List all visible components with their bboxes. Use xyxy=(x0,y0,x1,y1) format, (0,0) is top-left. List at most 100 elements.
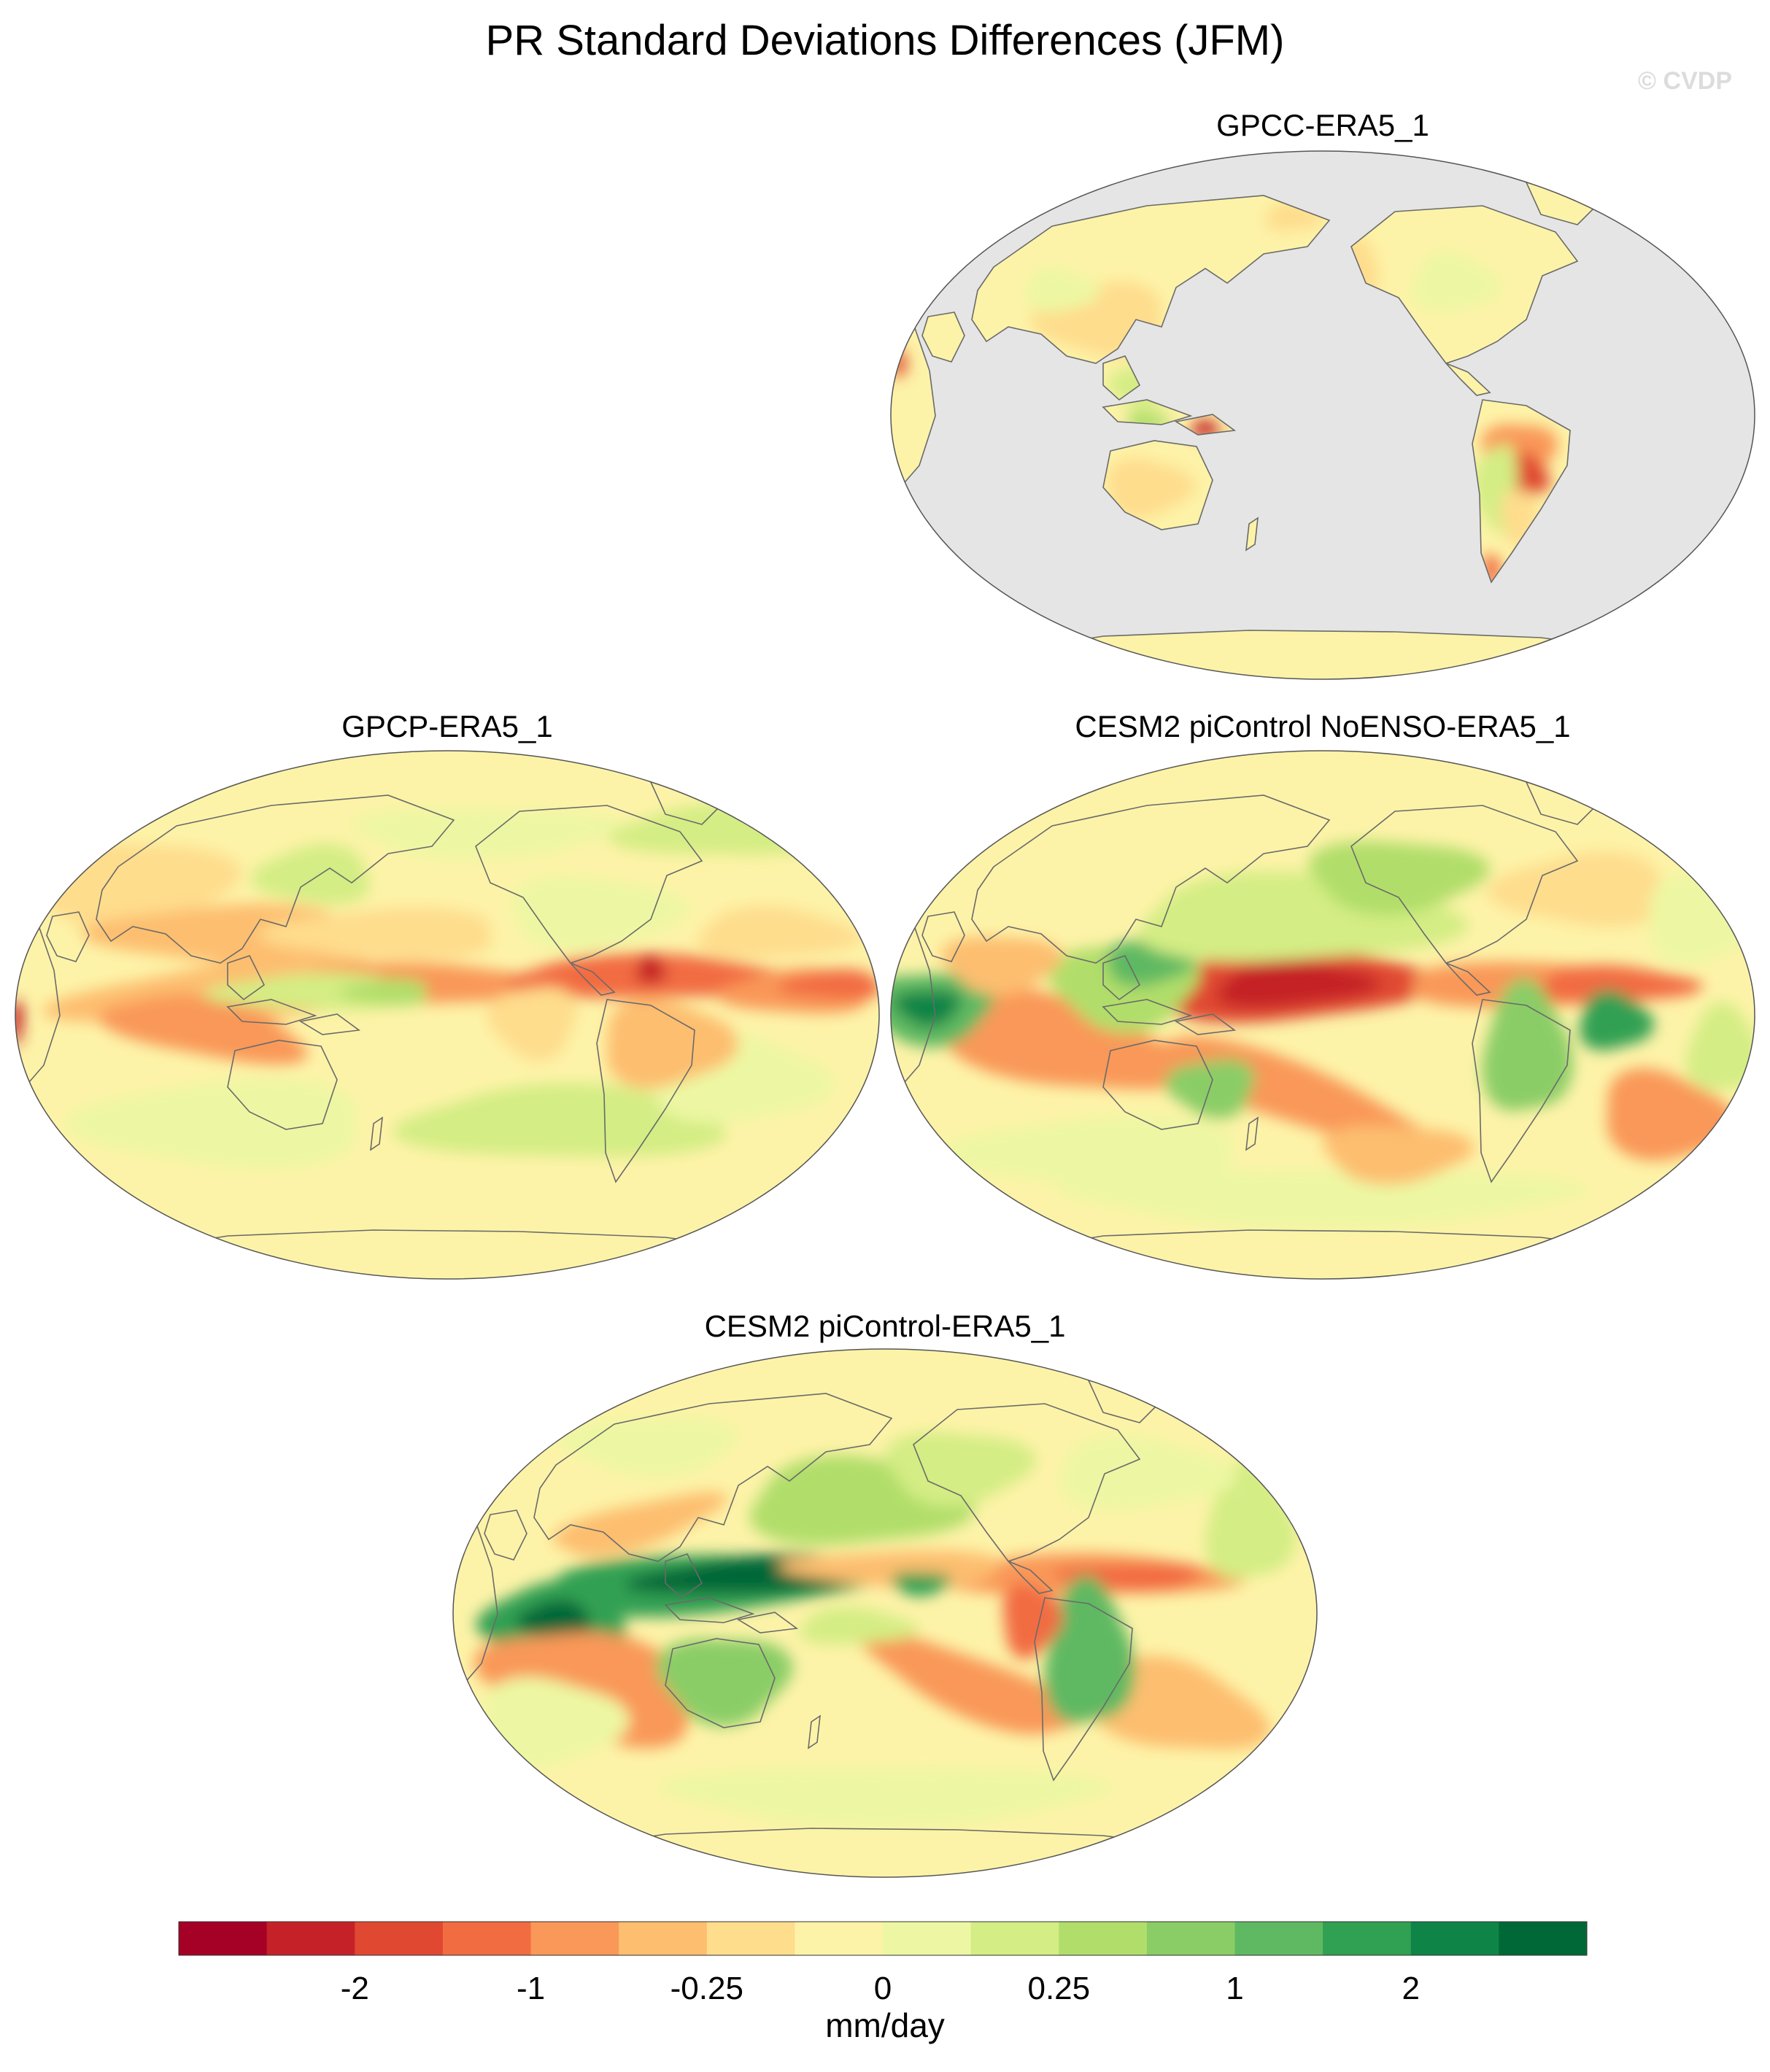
coastline-indonesia xyxy=(1102,999,1193,1025)
panel-title: CESM2 piControl NoENSO-ERA5_1 xyxy=(1075,709,1571,743)
coastlines xyxy=(15,776,798,1279)
coastline-antarctica xyxy=(986,630,1674,679)
colorbar-box xyxy=(266,1922,355,1955)
coastline-arabia xyxy=(46,911,90,962)
robinson-map xyxy=(452,1348,1318,1878)
colorbar-tick-label: -2 xyxy=(341,1971,369,2006)
anomaly-contour xyxy=(552,1492,728,1557)
colorbar-box xyxy=(795,1922,884,1955)
anomaly-contour xyxy=(1482,977,1574,1111)
coastline-australia xyxy=(1102,440,1213,530)
coastline-africa xyxy=(891,311,936,489)
anomaly-contour xyxy=(885,1432,1037,1507)
coastline-seAsia xyxy=(665,1553,703,1599)
coastline-arabia xyxy=(921,911,965,962)
colorbar-boxes xyxy=(178,1921,1588,1956)
anomaly-contour xyxy=(1002,1583,1063,1660)
colorbar-units-label: mm/day xyxy=(825,2006,945,2044)
coastline-eurasia xyxy=(533,1393,893,1562)
anomaly-contour xyxy=(892,990,962,1027)
colorbar-box xyxy=(530,1922,619,1955)
coastline-australia xyxy=(227,1040,338,1130)
coastline-indonesia xyxy=(226,999,317,1025)
coastline-antarctica xyxy=(986,1229,1674,1279)
coastline-nz xyxy=(808,1715,821,1750)
coastline-eurasia xyxy=(971,795,1331,964)
panel-title: GPCP-ERA5_1 xyxy=(341,709,553,743)
panel-title: CESM2 piControl-ERA5_1 xyxy=(704,1309,1066,1343)
coastline-eurasia xyxy=(96,795,455,964)
colorbar-box xyxy=(355,1922,444,1955)
robinson-map xyxy=(15,750,880,1280)
colorbar-box xyxy=(1146,1922,1235,1955)
anomaly-contour xyxy=(1650,873,1755,965)
anomaly-contour xyxy=(483,1677,630,1768)
map-panel-cesm2-picontrol-noenso-era5: CESM2 piControl NoENSO-ERA5_1 xyxy=(884,700,1761,1284)
colorbar-box xyxy=(1234,1922,1323,1955)
coastline-arabia xyxy=(484,1509,527,1561)
coastline-eurasia xyxy=(971,195,1331,364)
colorbar-box xyxy=(619,1922,708,1955)
anomaly-contour xyxy=(777,969,879,1000)
panel-title: GPCC-ERA5_1 xyxy=(1216,108,1429,142)
coastline-nz xyxy=(370,1116,383,1151)
coastline-australia xyxy=(665,1638,776,1728)
colorbar-box xyxy=(970,1922,1059,1955)
coastline-namerica xyxy=(475,805,703,964)
anomaly-contour xyxy=(697,905,862,959)
anomaly-contour xyxy=(64,1078,357,1170)
map-border xyxy=(452,1348,1318,1878)
anomaly-contour xyxy=(607,997,739,1089)
colorbar-tick-label: 2 xyxy=(1402,1971,1420,2006)
anomaly-contour xyxy=(1412,251,1502,312)
colorbar-box xyxy=(883,1922,972,1955)
anomaly-contour xyxy=(1607,1067,1737,1161)
anomaly-contour xyxy=(511,875,689,952)
anomaly-contour xyxy=(1216,961,1381,1008)
figure-title: PR Standard Deviations Differences (JFM) xyxy=(485,17,1285,64)
anomaly-contour xyxy=(655,1768,1115,1828)
coastline-seAsia xyxy=(227,955,266,1001)
coastline-nz xyxy=(1245,517,1259,552)
anomaly-contour xyxy=(1107,457,1196,519)
anomaly-contour xyxy=(486,987,578,1062)
coastline-australia xyxy=(1102,1040,1213,1130)
map-field xyxy=(15,751,879,1279)
colorbar-box xyxy=(1323,1922,1412,1955)
anomaly-contour xyxy=(391,1083,727,1157)
coastline-africa xyxy=(891,911,936,1089)
anomaly-contour xyxy=(1044,1574,1136,1723)
coastline-newGuinea xyxy=(1174,1013,1237,1035)
coastline-samerica xyxy=(1472,999,1571,1183)
colorbar-box xyxy=(1499,1922,1588,1955)
anomaly-contour xyxy=(857,1628,1083,1735)
anomaly-contour xyxy=(940,1114,1232,1191)
map-field xyxy=(891,151,1755,679)
anomaly-contour xyxy=(944,987,1195,1090)
coastline-seAsia xyxy=(1102,355,1141,401)
colorbar: -2 -1 -0.25 0 0.25 1 2 mm/day xyxy=(178,1921,1588,2044)
robinson-map xyxy=(890,150,1755,680)
coastline-seAsia xyxy=(1102,955,1141,1001)
robinson-map xyxy=(890,750,1755,1280)
coastline-camerica xyxy=(1008,1561,1054,1594)
map-panel-gpcp-era5: GPCP-ERA5_1 xyxy=(9,700,886,1284)
anomaly-contour xyxy=(203,972,411,1010)
colorbar-box xyxy=(179,1922,268,1955)
anomaly-contour xyxy=(799,1607,919,1645)
colorbar-tick-label: -1 xyxy=(517,1971,545,2006)
colorbar-tick-label: 1 xyxy=(1226,1971,1243,2006)
coastline-camerica xyxy=(1445,962,1491,996)
colorbar-tick-label: -0.25 xyxy=(670,1971,743,2006)
coastline-namerica xyxy=(913,1403,1141,1562)
anomaly-contour xyxy=(1685,1001,1755,1090)
anomaly-contour xyxy=(339,978,428,1006)
coastline-namerica xyxy=(1350,805,1579,964)
anomaly-contour xyxy=(940,936,1064,996)
coastline-camerica xyxy=(1445,363,1491,396)
anomaly-contour xyxy=(349,808,624,860)
coastlines xyxy=(891,176,1674,679)
coastline-namerica xyxy=(1350,205,1579,364)
coastline-samerica xyxy=(1034,1597,1133,1782)
map-panel-gpcc-era5: GPCC-ERA5_1 xyxy=(884,102,1761,686)
